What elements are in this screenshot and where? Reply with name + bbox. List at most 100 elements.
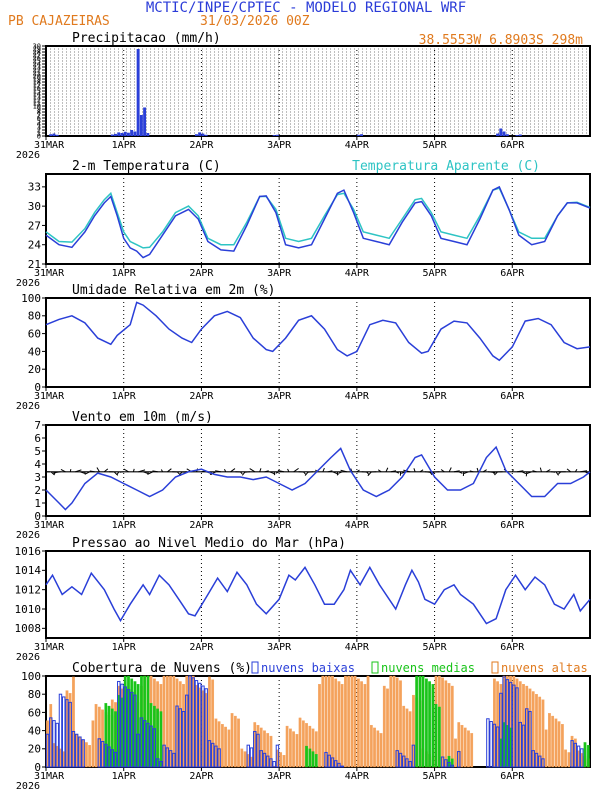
cloud-low-bar [178,708,182,768]
cloud-mid-bar [586,745,590,768]
cloud-high-bar [233,715,237,768]
wind-barb [264,470,269,473]
y-tick-label: 4 [34,458,41,471]
cloud-high-bar [331,675,334,768]
x-date-label: 2APR [189,520,214,531]
y-tick-label: 1010 [15,603,42,616]
cloud-low-bar [136,733,140,768]
precip-bar [133,131,137,136]
y-tick-label: 30 [28,200,41,213]
x-date-label: 1APR [112,771,137,782]
cloud-low-bar [537,755,542,768]
y-tick-label: 1 [34,497,41,510]
cloud-high-bar [285,725,289,768]
cloud-low-bar [81,739,85,768]
cloud-high-bar [454,738,457,768]
cloud-low-bar [172,752,176,768]
cloud-mid-bar [421,675,425,768]
y-tick-label: 1 [37,129,41,137]
cloud-low-bar [207,740,212,768]
cloud-low-bar [525,708,529,768]
wind-barb [74,469,82,473]
precip-bar [198,132,202,136]
wind-barb [419,469,424,473]
cloud-high-bar [340,684,344,768]
panel-precip: 0123456789101112131415161718192021222324… [16,31,591,161]
cloud-low-bar [197,682,202,768]
wind-barb [84,471,90,475]
x-year-label: 2026 [16,278,40,289]
x-date-label: 3APR [267,391,292,402]
cloud-high-bar [327,675,331,768]
cloud-low-bar [541,758,545,768]
cloud-high-bar [389,675,393,768]
x-date-label: 5APR [423,642,448,653]
precip-bar [146,133,150,136]
wind-barb [160,469,164,473]
y-tick-label: 27 [33,51,41,59]
legend-low-swatch [251,661,259,674]
y-tick-label: 12 [33,96,41,104]
precip-bars [49,49,522,136]
wind-barb [89,470,95,473]
cloud-high-bar [230,713,234,768]
precip-bar [139,115,143,136]
cloud-low-bar [502,676,506,768]
cloud-high-bar [463,727,467,768]
x-date-label: 4APR [345,642,370,653]
x-date-label: 1APR [112,642,137,653]
y-tick-label: 6 [34,432,41,445]
wind-barb [546,469,551,473]
wind-barb [580,470,588,473]
cloud-high-bar [318,684,321,768]
wind-barb [147,471,154,475]
cloud-low-bar [159,761,163,768]
precip-bar [515,135,519,136]
x-date-label: 3APR [267,140,292,151]
wind-barbs [46,467,591,477]
cloud-mid-bar [425,678,428,768]
x-date-label: 5APR [423,771,448,782]
cloud-low-bar [570,740,574,768]
cloud-high-bar [295,734,299,768]
y-tick-label: 7 [37,111,41,119]
precip-bar [123,131,127,136]
x-date-label: 6APR [500,642,525,653]
x-year-label: 2026 [16,652,40,663]
wind-barb [448,467,452,473]
cloud-high-bar [447,683,451,768]
x-year-label: 2026 [16,781,40,792]
legend-mid-label: nuvens medias [381,661,475,675]
panel-frame-clouds [45,675,591,768]
y-tick-label: 3 [37,123,41,131]
precip-bar [518,134,522,136]
cloud-low-bar [139,717,144,768]
cloud-low-bar [201,685,205,768]
cloud-high-bar [548,713,551,768]
cloud-low-bar [71,731,76,768]
panel-temp: 21 24 27 30 33 31MAR 1APR 2APR 3APR 4APR 5APR 6APR 2… [16,159,591,289]
y-tick-label: 1014 [15,564,42,577]
panel-humidity: 0 20 40 60 80 100 31MAR 1APR 2APR 3APR 4APR 5APR 6AP… [16,283,591,412]
cloud-low-bar [117,680,121,768]
wind-barb [566,468,571,473]
cloud-low-bar [486,718,490,768]
wind-barb [79,471,85,474]
cloud-low-bar [74,733,79,768]
cloud-low-bar [256,733,260,768]
precip-bar [496,133,500,136]
cloud-high-bar [379,733,383,768]
cloud-low-bar [97,738,102,768]
cloud-low-bar [576,745,581,768]
wind-barb [366,471,370,475]
wind-barb [123,468,129,473]
panel-title: Precipitacao (mm/h) [72,31,221,46]
cloud-low-bar [194,680,199,768]
cloud-high-bar [373,727,376,768]
cloud-high-bar [376,730,380,768]
cloud-low-bar [259,750,263,768]
cloud-high-bar [551,715,555,768]
humidity-line [45,301,591,362]
cloud-low-bar [78,736,82,768]
precip-bar [52,133,56,136]
